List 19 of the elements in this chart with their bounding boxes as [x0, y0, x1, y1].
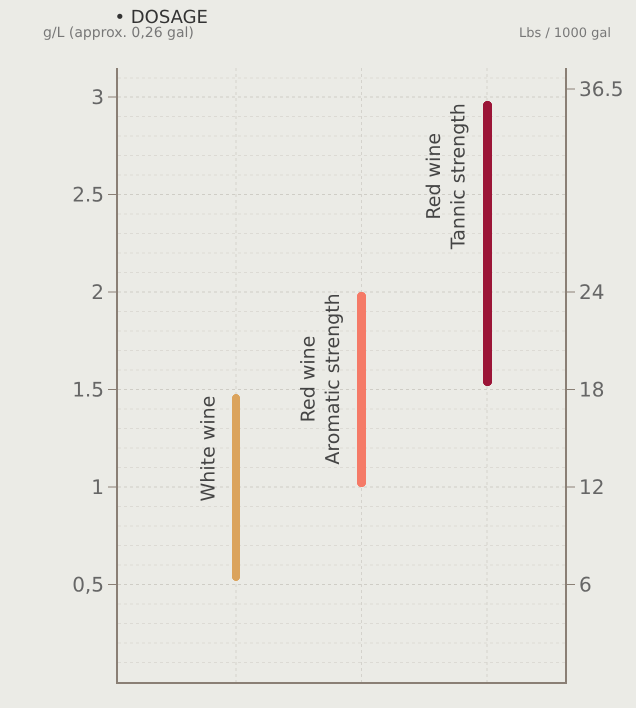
- y2-tick-label: 12: [579, 475, 604, 500]
- y2-axis-title: Lbs / 1000 gal: [519, 26, 611, 41]
- y-tick-label: 0,5: [72, 572, 104, 597]
- y2-tick-label: 18: [579, 378, 604, 402]
- bar: [232, 394, 240, 581]
- bar: [483, 101, 492, 386]
- y2-tick-label: 24: [579, 280, 604, 304]
- y2-tick-label: 6: [579, 572, 592, 597]
- y-tick-label: 3: [91, 85, 104, 110]
- y-axis-title: g/L (approx. 0,26 gal): [43, 25, 194, 41]
- x-tick-label: Red wine Tannic strength: [422, 103, 470, 250]
- y2-tick-label: 36.5: [579, 77, 624, 102]
- y-tick-label: 2.5: [72, 182, 104, 207]
- y-tick-label: 2: [91, 280, 104, 304]
- x-tick-label: Red wine Aromatic strength: [297, 293, 344, 465]
- bar: [357, 292, 366, 487]
- x-tick-label: White wine: [197, 396, 220, 502]
- y-tick-label: 1: [91, 475, 104, 500]
- y-tick-label: 1.5: [72, 378, 104, 402]
